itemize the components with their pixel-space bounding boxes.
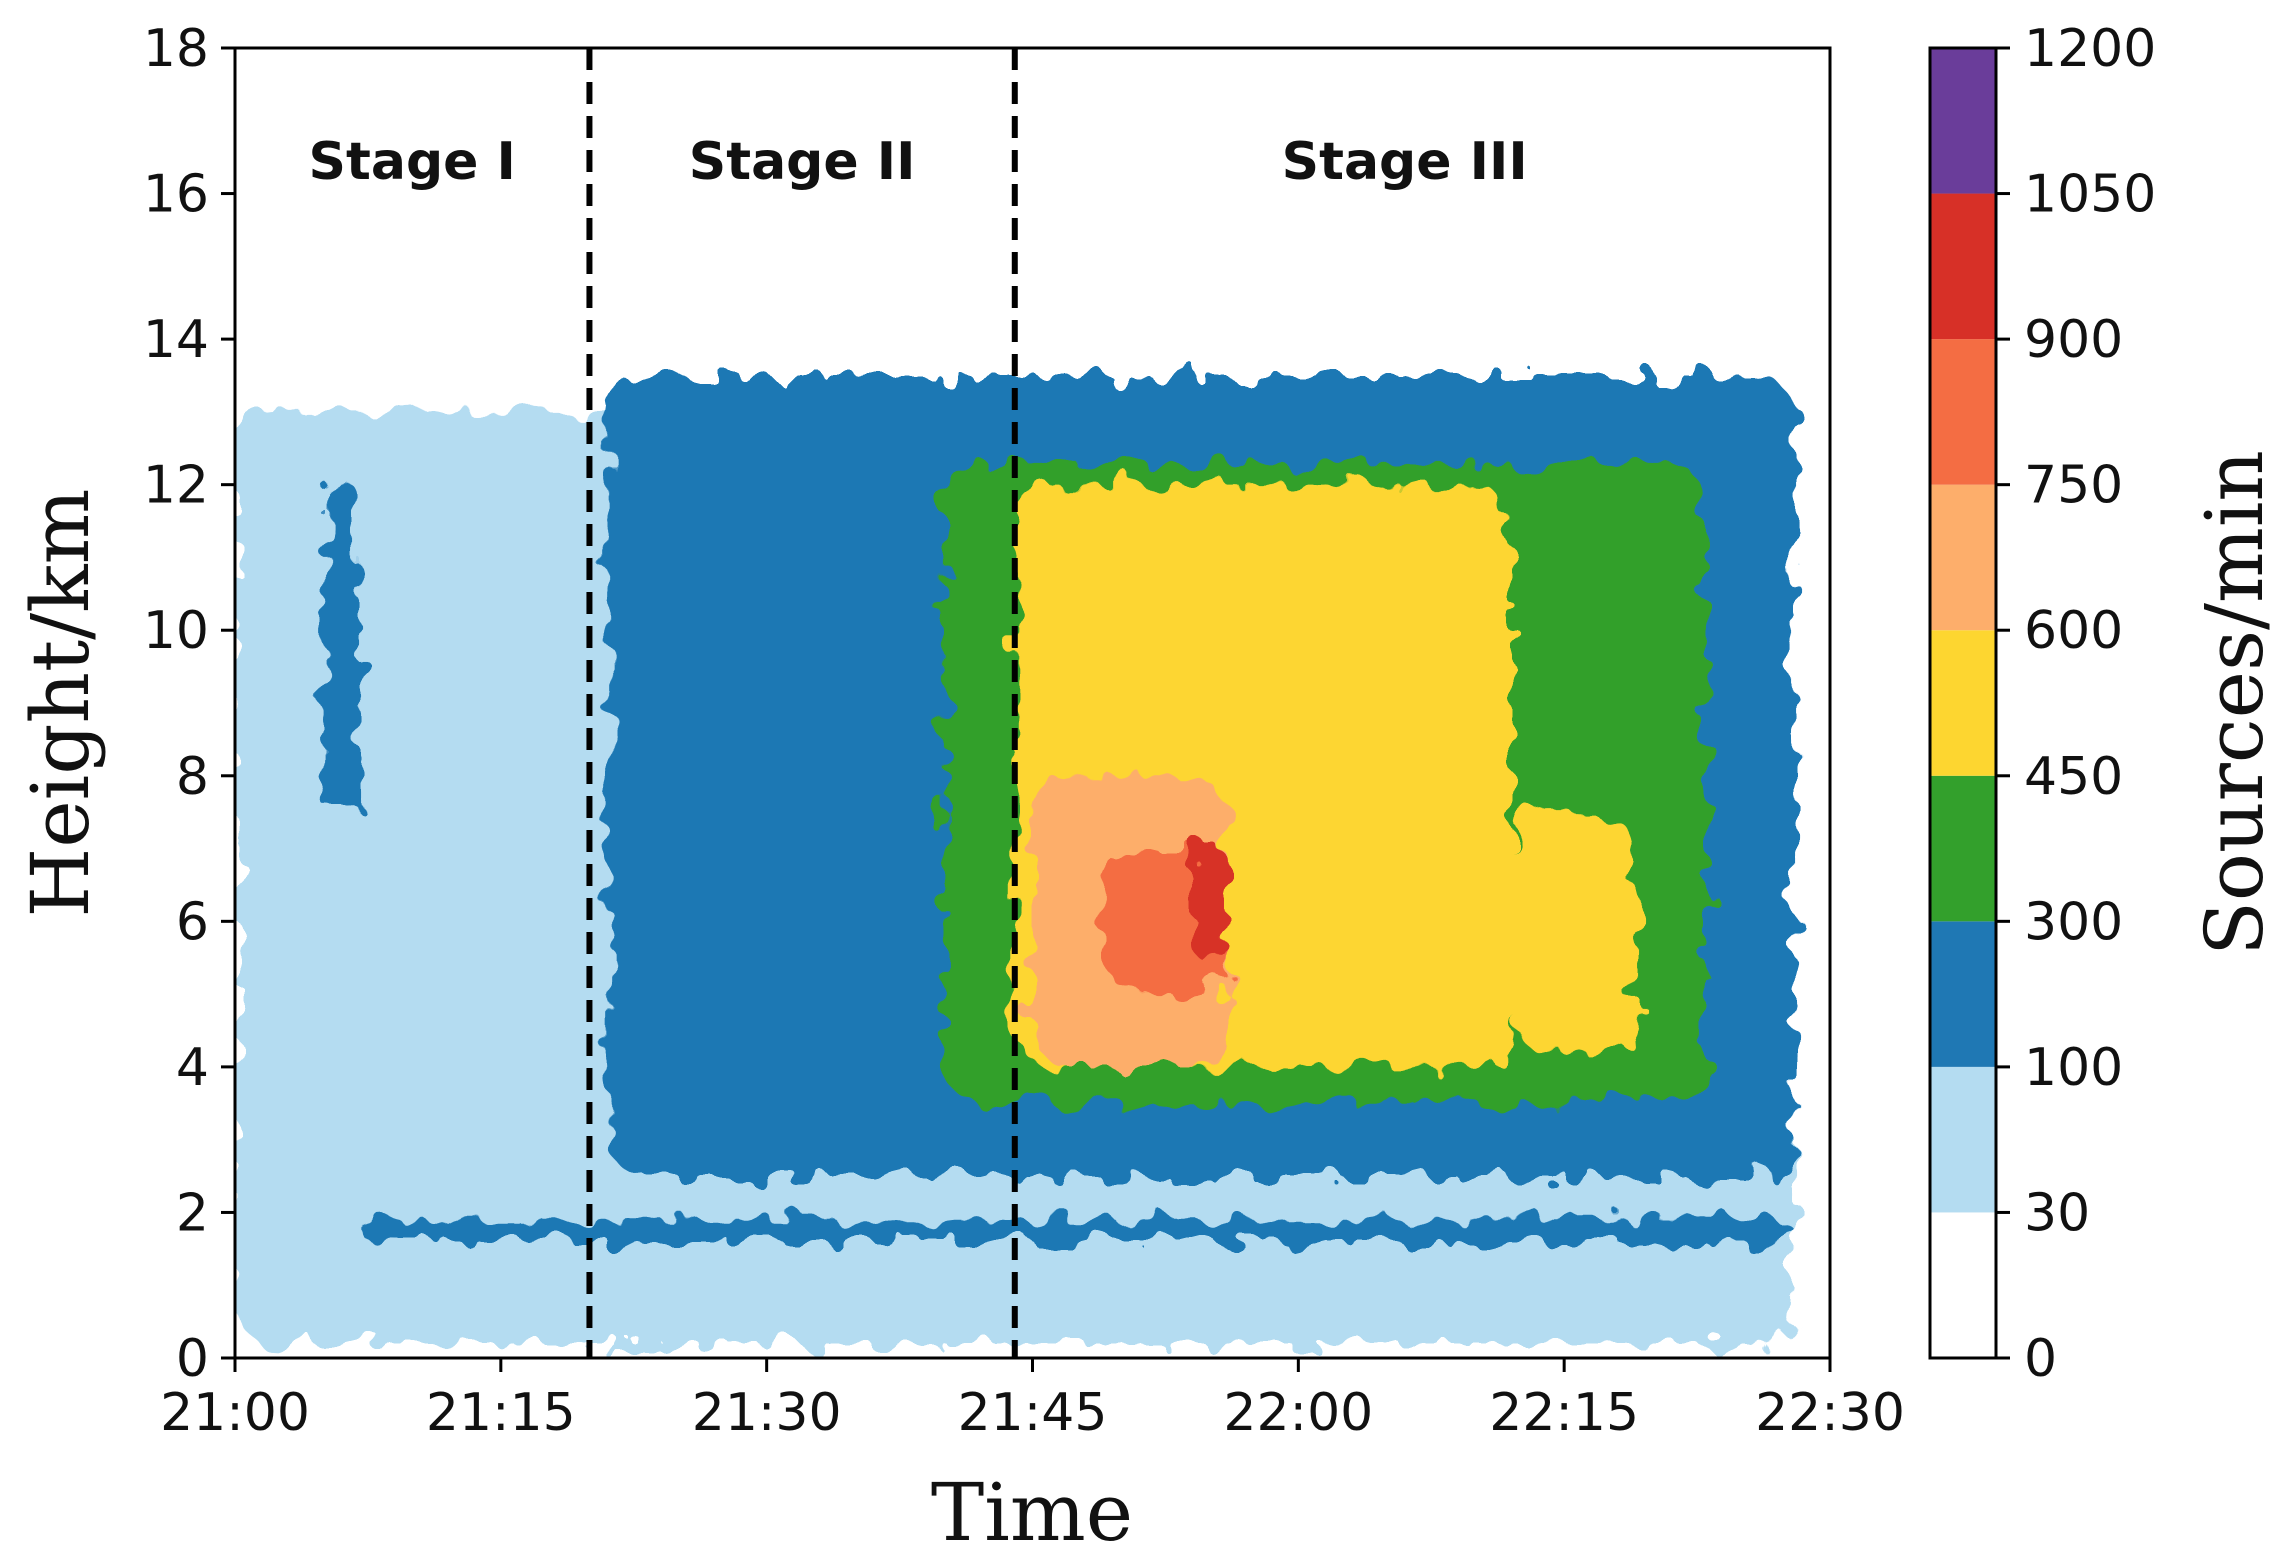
contour-region-2 xyxy=(323,484,360,813)
contour-field xyxy=(235,375,1795,1344)
contour-region-8 xyxy=(1192,848,1228,958)
colorbar xyxy=(1930,48,1996,1358)
contour-region-9 xyxy=(359,1219,1795,1242)
colorbar-ticks: 0 30 100 300 450 600 750 900 1050 1200 xyxy=(1996,19,2156,1389)
stage-labels: Stage I Stage II Stage III xyxy=(309,132,1528,192)
colorbar-frame xyxy=(1928,46,1998,1360)
x-tick-label: 21:30 xyxy=(692,1383,842,1443)
y-tick-label: 12 xyxy=(143,456,209,516)
colorbar-bin-2 xyxy=(1930,921,1996,1067)
colorbar-bin-0 xyxy=(1930,1212,1996,1358)
x-tick-label: 21:00 xyxy=(160,1383,310,1443)
colorbar-tick-label: 1200 xyxy=(2024,19,2156,79)
colorbar-bin-5 xyxy=(1930,484,1996,631)
colorbar-tick-label: 100 xyxy=(2024,1038,2123,1098)
colorbar-bin-6 xyxy=(1930,339,1996,485)
colorbar-tick-label: 900 xyxy=(2024,310,2123,370)
colorbar-tick-label: 1050 xyxy=(2024,165,2156,225)
colorbar-label: Sources/min xyxy=(2188,450,2281,956)
colorbar-tick-label: 30 xyxy=(2024,1183,2090,1243)
x-tick-label: 21:15 xyxy=(426,1383,576,1443)
y-tick-label: 18 xyxy=(143,19,209,79)
y-tick-label: 0 xyxy=(176,1329,209,1389)
y-axis: 0 2 4 6 8 10 12 14 16 18 xyxy=(143,19,235,1389)
x-axis-title: Time xyxy=(931,1466,1133,1557)
stage-label-3: Stage III xyxy=(1282,132,1528,192)
colorbar-tick-label: 600 xyxy=(2024,601,2123,661)
y-tick-label: 14 xyxy=(143,310,209,370)
stage-dividers xyxy=(586,48,1018,1358)
x-tick-label: 22:15 xyxy=(1489,1383,1639,1443)
stage-label-2: Stage II xyxy=(689,132,916,192)
y-tick-label: 2 xyxy=(176,1183,209,1243)
x-tick-label: 22:30 xyxy=(1755,1383,1905,1443)
y-axis-title: Height/km xyxy=(14,489,107,918)
colorbar-tick-label: 0 xyxy=(2024,1329,2057,1389)
colorbar-bin-8 xyxy=(1930,48,1996,194)
colorbar-tick-label: 450 xyxy=(2024,747,2123,807)
y-tick-label: 10 xyxy=(143,601,209,661)
colorbar-bin-4 xyxy=(1930,630,1996,776)
y-tick-label: 4 xyxy=(176,1038,209,1098)
colorbar-bin-7 xyxy=(1930,193,1996,340)
colorbar-bin-1 xyxy=(1930,1066,1996,1213)
x-tick-label: 22:00 xyxy=(1223,1383,1373,1443)
y-tick-label: 6 xyxy=(176,892,209,952)
x-axis: 21:00 21:15 21:30 21:45 22:00 22:15 22:30 xyxy=(160,1358,1905,1443)
colorbar-tick-label: 300 xyxy=(2024,892,2123,952)
colorbar-tick-label: 750 xyxy=(2024,456,2123,516)
contour-region-5 xyxy=(1511,812,1636,1053)
colorbar-bin-3 xyxy=(1930,775,1996,922)
x-tick-label: 21:45 xyxy=(958,1383,1108,1443)
stage-label-1: Stage I xyxy=(309,132,516,192)
y-tick-label: 16 xyxy=(143,165,209,225)
y-tick-label: 8 xyxy=(176,747,209,807)
